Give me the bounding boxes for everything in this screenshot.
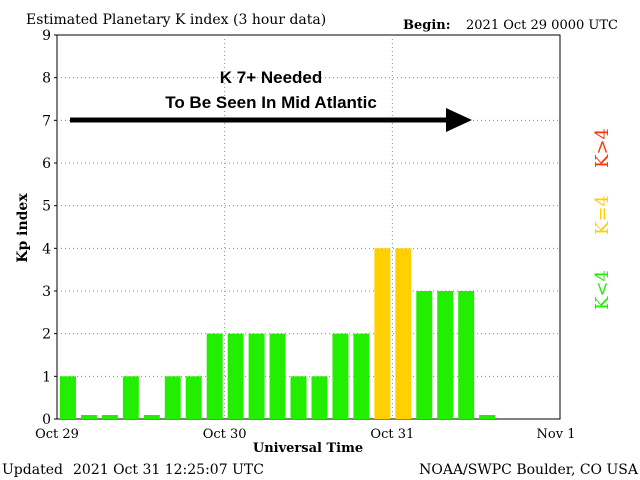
- y-tick-label: 5: [42, 199, 51, 215]
- annotation-line2: To Be Seen In Mid Atlantic: [165, 93, 377, 112]
- y-tick-label: 8: [42, 71, 51, 87]
- y-tick-label: 2: [42, 327, 51, 343]
- x-tick-label: Nov 1: [537, 427, 576, 442]
- plot-frame: [56, 34, 561, 420]
- x-axis-label: Universal Time: [253, 441, 363, 456]
- kp-bar: [311, 376, 328, 419]
- kp-bar: [60, 376, 76, 419]
- annotation-arrow-head: [446, 108, 472, 132]
- y-tick-label: 0: [42, 412, 51, 428]
- legend-mid: K=4: [592, 195, 613, 235]
- grid-lines: [57, 35, 560, 419]
- kp-bar: [269, 333, 286, 419]
- begin-label: Begin:: [403, 18, 451, 33]
- y-tick-label: 7: [42, 113, 51, 129]
- bars-layer: [60, 248, 496, 419]
- kp-bar: [458, 291, 475, 419]
- kp-bar: [80, 415, 97, 419]
- y-axis-label: Kp index: [15, 193, 31, 263]
- kp-bar: [143, 415, 160, 419]
- kp-bar: [248, 333, 265, 419]
- annotation-line1: K 7+ Needed: [220, 68, 323, 87]
- chart-title: Estimated Planetary K index (3 hour data…: [26, 12, 326, 28]
- x-tick-label: Oct 31: [370, 427, 414, 442]
- kp-bar: [437, 291, 454, 419]
- kp-bar: [479, 415, 496, 419]
- x-tick-labels: Oct 29 Oct 30 Oct 31 Nov 1: [35, 427, 575, 442]
- kp-bar: [374, 248, 391, 419]
- y-tick-label: 1: [42, 369, 51, 385]
- kp-bar: [227, 333, 244, 419]
- kp-bar: [164, 376, 181, 419]
- legend-low: K<4: [592, 270, 613, 310]
- y-tick-labels: 0 1 2 3 4 5 6 7 8 9: [42, 28, 57, 428]
- x-tick-label: Oct 30: [203, 427, 247, 442]
- updated-value: 2021 Oct 31 12:25:07 UTC: [73, 462, 264, 478]
- y-tick-label: 3: [42, 284, 51, 300]
- updated-label: Updated: [2, 462, 63, 478]
- kp-bar: [206, 333, 223, 419]
- kp-bar: [353, 333, 370, 419]
- kp-bar: [122, 376, 139, 419]
- kp-bar: [332, 333, 349, 419]
- credit-text: NOAA/SWPC Boulder, CO USA: [419, 462, 639, 478]
- y-tick-label: 9: [42, 28, 51, 44]
- kp-bar: [290, 376, 307, 419]
- kp-bar: [185, 376, 202, 419]
- legend-high: K>4: [592, 128, 613, 168]
- x-tick-label: Oct 29: [35, 427, 79, 442]
- begin-value: 2021 Oct 29 0000 UTC: [466, 18, 618, 33]
- kp-bar: [101, 415, 118, 419]
- kp-bar: [416, 291, 433, 419]
- kp-bar: [395, 248, 412, 419]
- y-tick-label: 6: [42, 156, 51, 172]
- y-tick-label: 4: [42, 241, 51, 257]
